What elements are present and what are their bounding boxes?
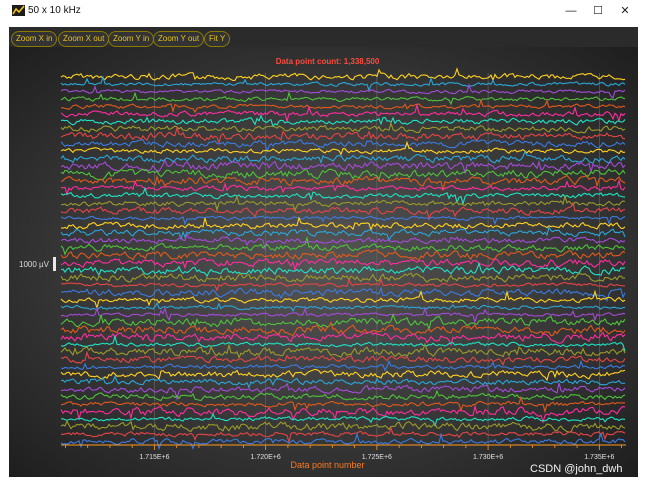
close-button[interactable]: ✕ [620,5,630,17]
chart-title: Data point count: 1,338,500 [275,57,380,66]
channel-trace-22 [60,225,626,242]
channel-trace-12 [60,150,626,165]
channel-trace-49 [60,426,626,444]
channel-trace-33 [60,306,626,325]
channel-trace-50 [60,432,626,451]
x-axis-label: Data point number [290,460,365,470]
zoom-y-in-button[interactable]: Zoom Y in [108,31,155,47]
channel-trace-44 [60,389,626,402]
zoom-y-out-button[interactable]: Zoom Y out [153,31,205,47]
watermark: CSDN @john_dwh [530,463,623,475]
minimize-button[interactable]: — [565,5,577,17]
channel-trace-30 [60,286,626,303]
channel-trace-43 [60,382,626,402]
fit-y-button[interactable]: Fit Y [204,31,231,47]
channel-trace-34 [60,312,626,331]
channel-trace-32 [60,301,626,312]
channel-trace-2 [60,75,626,92]
channel-trace-20 [60,215,626,226]
channel-trace-23 [60,233,626,251]
zoom-x-out-button[interactable]: Zoom X out [58,31,110,47]
channel-trace-1 [60,67,626,82]
channel-trace-6 [60,103,626,124]
channel-trace-29 [60,277,626,292]
y-scale-label: 1000 µV [19,260,49,269]
channel-trace-18 [60,194,626,212]
x-tick-label: 1.735E+6 [584,454,615,461]
channel-trace-4 [60,90,626,106]
x-tick-label: 1.715E+6 [139,454,170,461]
channel-trace-16 [60,178,626,197]
window-title: 50 x 10 kHz [28,5,81,16]
channel-trace-24 [60,235,626,256]
channel-trace-41 [60,368,626,382]
channel-trace-47 [60,412,626,428]
maximize-button[interactable]: ☐ [593,5,603,17]
x-tick-label: 1.725E+6 [361,454,392,461]
channel-trace-31 [60,289,626,311]
channel-trace-48 [60,419,626,433]
channel-trace-28 [60,272,626,283]
x-tick-label: 1.720E+6 [250,454,281,461]
channel-trace-11 [60,140,626,156]
app-chart-icon [12,5,25,16]
channel-trace-36 [60,331,626,347]
channel-trace-17 [60,186,626,206]
channel-trace-3 [60,82,626,99]
channel-trace-13 [60,158,626,175]
channel-trace-19 [60,201,626,221]
y-scale-bar [53,257,56,271]
channel-trace-38 [60,342,626,359]
channel-trace-7 [60,114,626,128]
channel-trace-14 [60,168,626,181]
signal-plot[interactable] [9,47,638,477]
channel-trace-8 [60,121,626,134]
channel-trace-10 [60,138,626,154]
zoom-x-in-button[interactable]: Zoom X in [11,31,58,47]
channel-trace-5 [60,98,626,114]
channel-trace-26 [60,257,626,271]
title-bar: 50 x 10 kHz — ☐ ✕ [0,0,655,22]
channel-trace-39 [60,350,626,367]
channel-trace-42 [60,374,626,389]
channel-trace-45 [60,395,626,414]
channel-trace-21 [60,216,626,232]
channel-trace-27 [60,261,626,278]
channel-trace-25 [60,249,626,261]
channel-trace-37 [60,334,626,352]
channel-trace-40 [60,359,626,372]
channel-trace-46 [60,404,626,424]
x-tick-label: 1.730E+6 [472,454,504,461]
channel-trace-9 [60,125,626,145]
